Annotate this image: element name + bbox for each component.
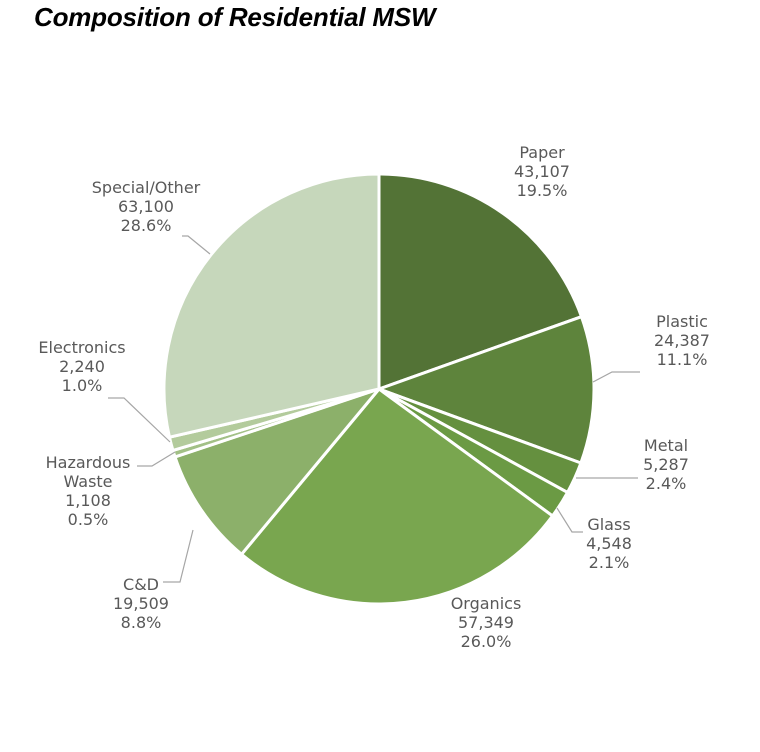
- label-organics-pct: 26.0%: [461, 632, 512, 651]
- leader-line-glass: [556, 507, 583, 533]
- leader-line-special-other: [182, 235, 211, 255]
- leader-line-electronics: [108, 397, 171, 443]
- label-c-d-value: 19,509: [113, 594, 169, 613]
- label-organics-name: Organics: [451, 594, 522, 613]
- label-metal-name: Metal: [644, 436, 688, 455]
- label-c-d-pct: 8.8%: [121, 613, 162, 632]
- label-hazardous-waste-value: 1,108: [65, 491, 111, 510]
- label-metal-pct: 2.4%: [646, 474, 687, 493]
- label-electronics-name: Electronics: [38, 338, 125, 357]
- chart-title: Composition of Residential MSW: [34, 2, 436, 32]
- slice-labels: Paper43,10719.5%Plastic24,38711.1%Metal5…: [38, 143, 710, 651]
- pie-slice-organics: [240, 387, 555, 606]
- label-hazardous-waste-name-1: Waste: [63, 472, 112, 491]
- label-c-d-name: C&D: [123, 575, 159, 594]
- label-glass-name: Glass: [587, 515, 630, 534]
- pie-slice-plastic: [377, 315, 596, 465]
- label-hazardous-waste-name-0: Hazardous: [46, 453, 131, 472]
- label-hazardous-waste-pct: 0.5%: [68, 510, 109, 529]
- label-plastic-value: 24,387: [654, 331, 710, 350]
- label-special-other-value: 63,100: [118, 197, 174, 216]
- label-plastic-name: Plastic: [656, 312, 708, 331]
- label-glass-pct: 2.1%: [589, 553, 630, 572]
- label-paper-name: Paper: [519, 143, 565, 162]
- label-organics-value: 57,349: [458, 613, 514, 632]
- label-paper-pct: 19.5%: [517, 181, 568, 200]
- pie-slice-paper: [377, 172, 583, 391]
- label-special-other-name: Special/Other: [92, 178, 201, 197]
- label-glass-value: 4,548: [586, 534, 632, 553]
- label-electronics-value: 2,240: [59, 357, 105, 376]
- leader-lines: [108, 235, 640, 583]
- leader-line-plastic: [592, 371, 640, 383]
- label-special-other-pct: 28.6%: [121, 216, 172, 235]
- label-electronics-pct: 1.0%: [62, 376, 103, 395]
- pie-slice-special-other: [162, 172, 381, 439]
- leader-line-hazardous-waste: [137, 451, 176, 467]
- label-metal-value: 5,287: [643, 455, 689, 474]
- leader-line-c-d: [163, 529, 194, 583]
- label-paper-value: 43,107: [514, 162, 570, 181]
- pie-slice-c-d: [173, 387, 381, 556]
- label-plastic-pct: 11.1%: [657, 350, 708, 369]
- pie-slices: [162, 172, 596, 606]
